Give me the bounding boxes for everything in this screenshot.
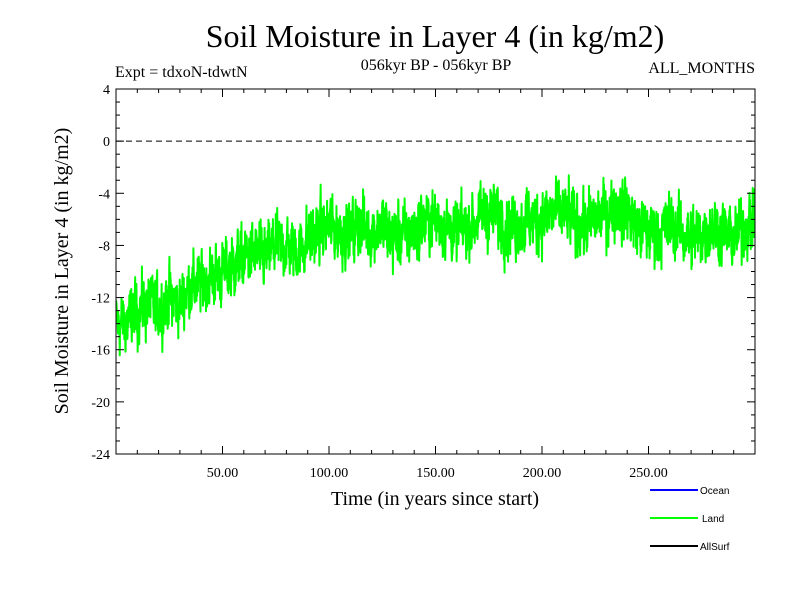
legend-label-ocean: Ocean <box>700 486 729 497</box>
legend-label-allsurf: AllSurf <box>700 542 730 553</box>
x-axis-label: Time (in years since start) <box>331 488 539 510</box>
y-tick-label: -16 <box>91 344 110 359</box>
chart-title: Soil Moisture in Layer 4 (in kg/m2) <box>206 18 665 54</box>
y-tick-label: -4 <box>98 187 110 202</box>
x-tick-label: 100.00 <box>310 466 349 481</box>
x-tick-label: 250.00 <box>629 466 668 481</box>
x-axis: 50.00 100.00 150.00 200.00 250.00 <box>136 89 735 481</box>
months-label: ALL_MONTHS <box>648 60 755 77</box>
y-tick-label: 4 <box>103 83 110 98</box>
series-line-land <box>116 174 755 357</box>
chart-subtitle: 056kyr BP - 056kyr BP <box>361 57 512 74</box>
y-axis: 4 0 -4 -8 -12 -16 -20 -24 <box>91 83 755 463</box>
expt-label: Expt = tdxoN-tdwtN <box>115 64 248 81</box>
y-tick-label: -8 <box>98 239 110 254</box>
x-tick-label: 200.00 <box>523 466 562 481</box>
y-axis-label: Soil Moisture in Layer 4 (in kg/m2) <box>51 128 73 415</box>
y-tick-label: -20 <box>91 396 110 411</box>
y-tick-label: -12 <box>91 292 110 307</box>
x-tick-label: 50.00 <box>207 466 239 481</box>
y-tick-label: -24 <box>91 448 110 463</box>
legend-label-land: Land <box>702 514 724 525</box>
legend: Ocean Land AllSurf <box>650 486 730 553</box>
x-tick-label: 150.00 <box>416 466 455 481</box>
series-layer <box>116 174 755 357</box>
y-tick-label: 0 <box>103 135 110 150</box>
